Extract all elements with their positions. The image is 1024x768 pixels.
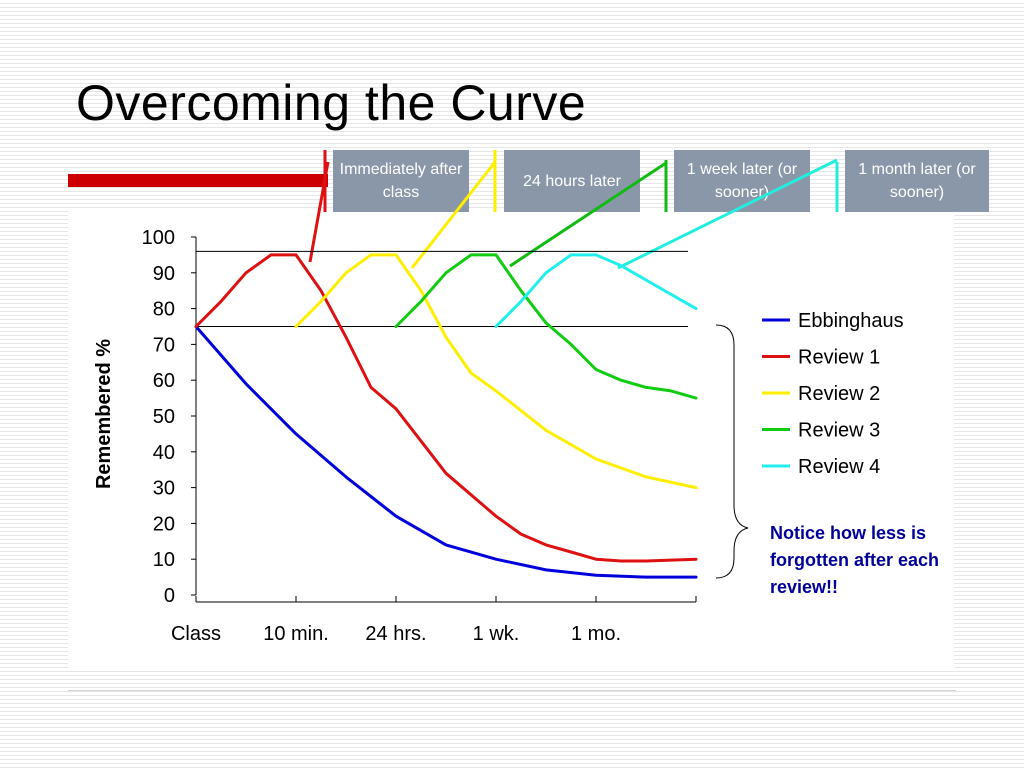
- x-tick-label: Class: [171, 623, 221, 645]
- review-box-label: Immediately after class: [339, 161, 463, 201]
- series-line-review-3: [394, 253, 698, 400]
- y-tick-label: 80: [153, 299, 175, 321]
- review-box-24-hours: 24 hours later: [504, 150, 640, 212]
- legend-label: Review 2: [798, 383, 880, 405]
- y-tick-label: 90: [153, 263, 175, 285]
- y-tick-label: 30: [153, 478, 175, 500]
- bottom-rule: [68, 690, 956, 691]
- y-tick-label: 20: [153, 513, 175, 535]
- y-axis-title: Remembered %: [93, 339, 115, 489]
- review-box-label: 24 hours later: [523, 172, 621, 190]
- y-tick-label: 60: [153, 370, 175, 392]
- connector-line-24-hours: [410, 161, 497, 269]
- x-tick-label: 10 min.: [263, 623, 329, 645]
- connector-line-immediately: [308, 161, 330, 263]
- y-tick-label: 0: [164, 585, 175, 607]
- y-tick-label: 40: [153, 442, 175, 464]
- slide-title: Overcoming the Curve: [76, 75, 587, 131]
- legend-label: Review 1: [798, 347, 880, 369]
- y-tick-label: 10: [153, 549, 175, 571]
- legend-label: Ebbinghaus: [798, 310, 904, 332]
- y-tick-label: 50: [153, 406, 175, 428]
- x-tick-label: 1 wk.: [473, 623, 520, 645]
- notice-text: Notice how less is forgotten after each …: [770, 523, 940, 597]
- title-accent-bar: [68, 174, 328, 187]
- chart-panel: [68, 210, 954, 668]
- series-line-review-1: [194, 253, 698, 563]
- y-tick-label: 70: [153, 334, 175, 356]
- series-line-review-2: [294, 253, 698, 490]
- connector-line-1-week: [509, 161, 667, 268]
- x-tick-label: 24 hrs.: [365, 623, 426, 645]
- review-box-1-week: 1 week later (or sooner): [674, 150, 810, 212]
- review-box-label: 1 month later (or sooner): [858, 161, 976, 201]
- y-tick-label: 100: [142, 227, 175, 249]
- curly-brace: [715, 324, 749, 579]
- review-box-1-month: 1 month later (or sooner): [845, 150, 989, 212]
- series-line-review-4: [494, 253, 698, 328]
- legend-label: Review 4: [798, 456, 880, 478]
- review-box-label: 1 week later (or sooner): [686, 161, 798, 201]
- review-box-immediately: Immediately after class: [333, 150, 469, 212]
- connector-line-1-month: [617, 158, 838, 270]
- legend-label: Review 3: [798, 420, 880, 442]
- x-tick-label: 1 mo.: [571, 623, 621, 645]
- series-line-ebbinghaus: [194, 325, 698, 579]
